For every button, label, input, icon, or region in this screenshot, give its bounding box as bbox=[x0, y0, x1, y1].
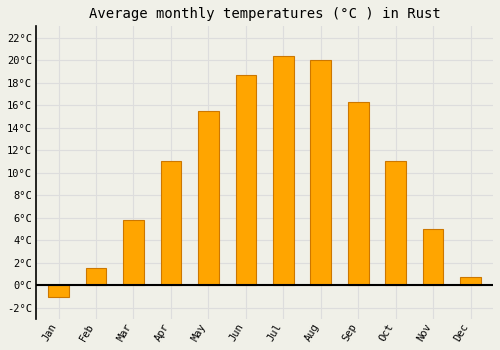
Bar bbox=[273, 56, 293, 285]
Bar bbox=[423, 229, 444, 285]
Bar bbox=[160, 161, 181, 285]
Bar bbox=[86, 268, 106, 285]
Bar bbox=[386, 161, 406, 285]
Bar bbox=[123, 220, 144, 285]
Bar bbox=[348, 102, 368, 285]
Title: Average monthly temperatures (°C ) in Rust: Average monthly temperatures (°C ) in Ru… bbox=[88, 7, 440, 21]
Bar bbox=[236, 75, 256, 285]
Bar bbox=[198, 111, 218, 285]
Bar bbox=[310, 60, 331, 285]
Bar bbox=[460, 278, 481, 285]
Bar bbox=[48, 285, 69, 296]
